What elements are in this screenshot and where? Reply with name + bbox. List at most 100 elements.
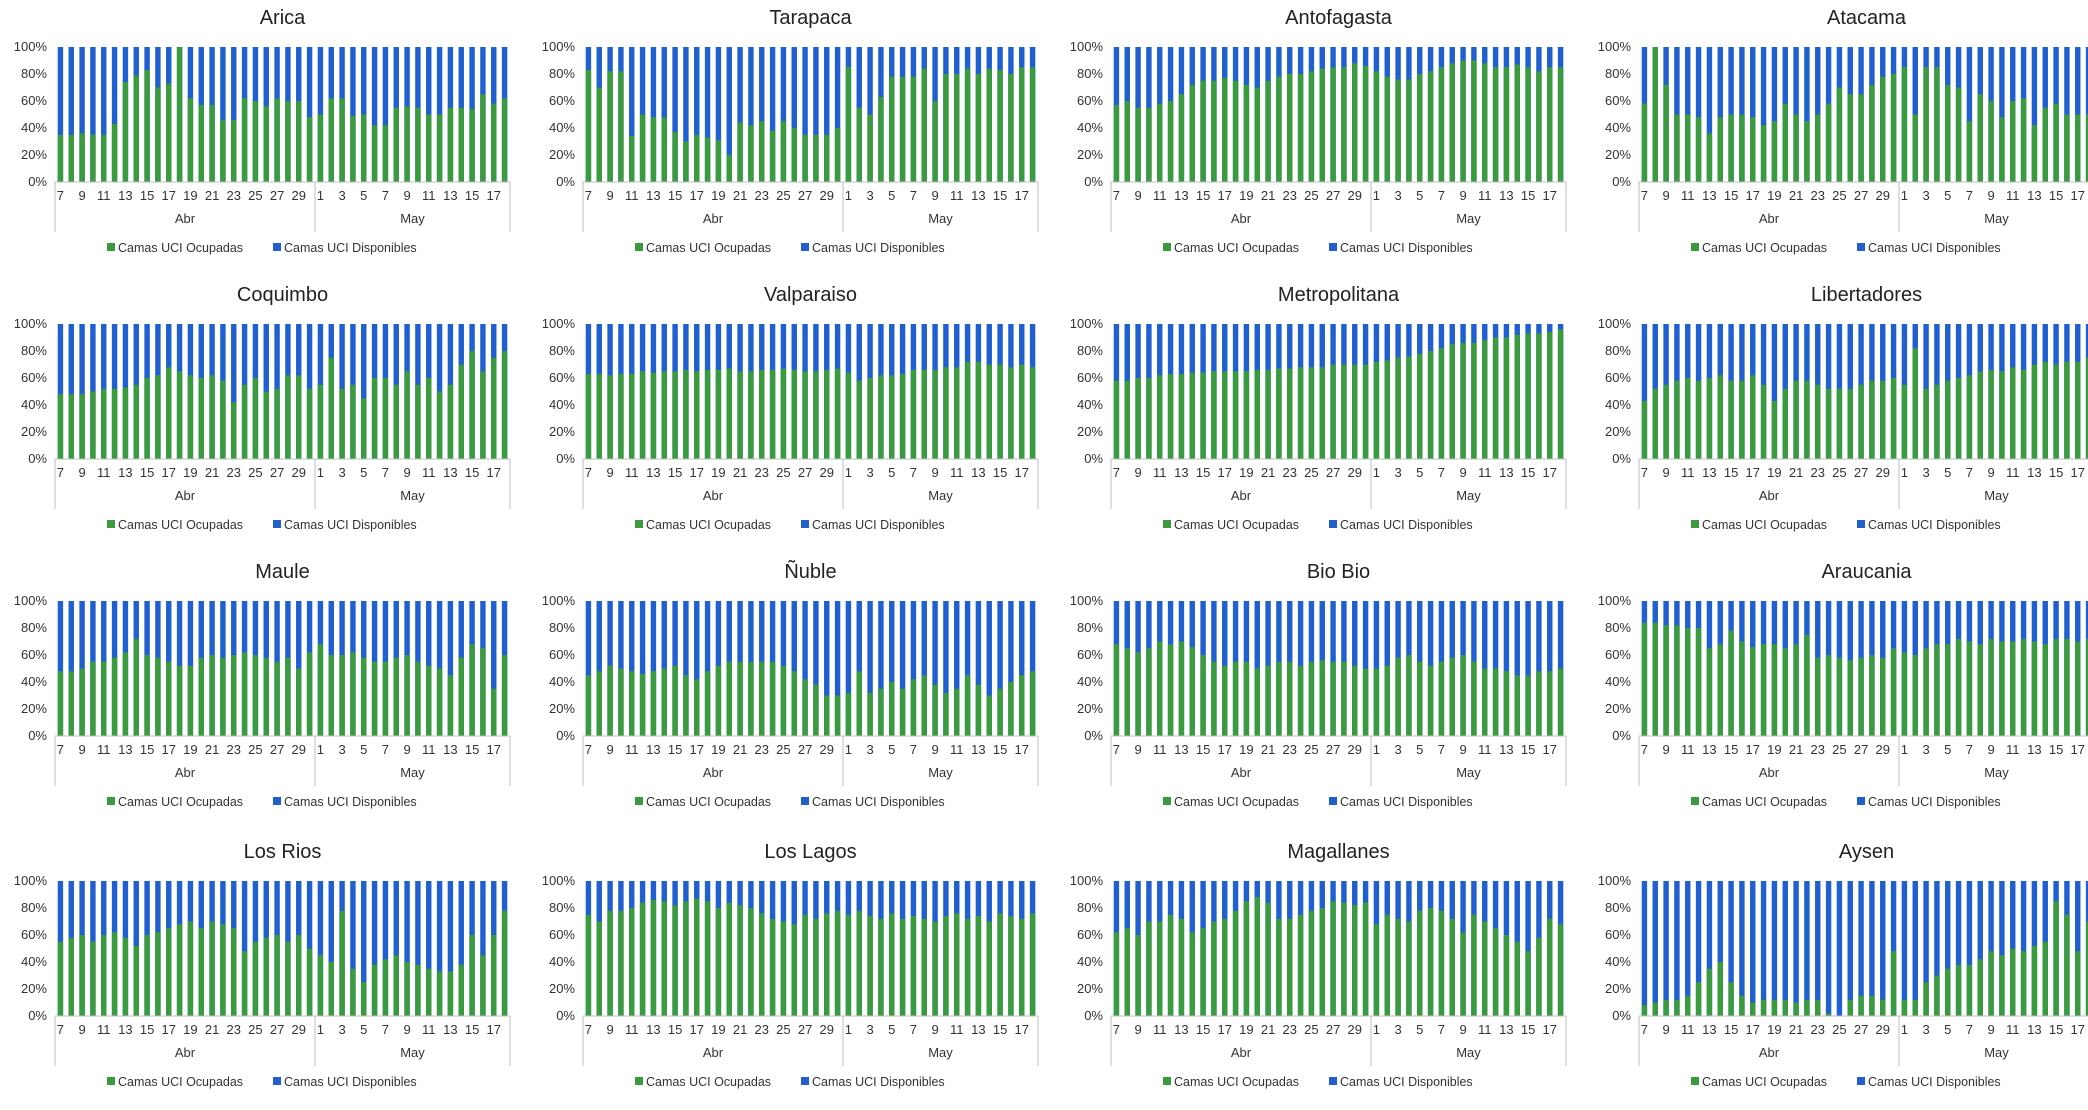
y-tick-label: 40% — [1605, 397, 1631, 412]
x-tick-label: 5 — [360, 465, 367, 480]
x-tick-label: 25 — [1832, 1022, 1846, 1037]
bar-occupied — [1641, 1005, 1648, 1016]
bar-occupied — [1352, 63, 1358, 183]
x-tick-label: 5 — [888, 1022, 895, 1037]
bar-occupied — [1695, 117, 1702, 182]
chart-title: Valparaiso — [764, 284, 857, 306]
group-label: May — [400, 211, 425, 226]
y-tick-label: 100% — [1070, 39, 1104, 54]
x-tick-label: 3 — [338, 188, 345, 203]
bar-occupied — [252, 378, 259, 459]
legend-label-available: Camas UCI Disponibles — [1340, 795, 1473, 809]
x-tick-label: 11 — [625, 742, 639, 757]
bar-occupied — [1135, 107, 1141, 182]
x-tick-label: 9 — [78, 742, 85, 757]
x-tick-label: 17 — [1218, 742, 1232, 757]
x-tick-label: 7 — [1113, 465, 1120, 480]
x-tick-label: 25 — [1304, 1022, 1318, 1037]
legend-swatch-occupied — [1163, 243, 1171, 251]
bar-occupied — [1254, 87, 1260, 182]
x-tick-label: 29 — [1348, 188, 1362, 203]
bar-occupied — [1178, 94, 1185, 182]
x-tick-label: 13 — [2027, 188, 2041, 203]
bar-occupied — [964, 675, 971, 736]
bar-occupied — [1167, 644, 1174, 736]
legend-swatch-available — [801, 1077, 809, 1085]
legend-swatch-occupied — [1691, 243, 1699, 251]
bar-occupied — [910, 76, 917, 182]
y-tick-label: 100% — [1598, 316, 1632, 331]
bar-occupied — [2020, 638, 2027, 736]
y-tick-label: 40% — [21, 120, 47, 135]
bar-occupied — [1934, 67, 1940, 182]
bar-occupied — [350, 968, 356, 1016]
bar-occupied — [791, 369, 797, 459]
bar-occupied — [802, 679, 808, 736]
bar-occupied — [1547, 332, 1553, 459]
legend-swatch-occupied — [107, 1077, 115, 1085]
x-tick-label: 13 — [646, 188, 660, 203]
x-tick-label: 7 — [1966, 465, 1973, 480]
bar-occupied — [1663, 384, 1669, 459]
bar-occupied — [220, 119, 226, 182]
x-tick-label: 13 — [971, 742, 985, 757]
bar-available — [1977, 881, 1983, 1016]
bar-available — [824, 47, 830, 182]
bar-available — [2020, 881, 2027, 1016]
bar-occupied — [328, 655, 334, 736]
group-label: May — [1456, 211, 1481, 226]
bar-occupied — [1739, 995, 1745, 1016]
legend-label-available: Camas UCI Disponibles — [1868, 795, 2001, 809]
bar-available — [447, 881, 454, 1016]
bar-occupied — [436, 114, 443, 182]
bar-occupied — [1514, 675, 1520, 736]
x-tick-label: 5 — [888, 742, 895, 757]
bar-occupied — [393, 657, 399, 736]
bar-occupied — [415, 661, 421, 736]
bar-occupied — [447, 107, 454, 182]
y-tick-label: 80% — [1605, 900, 1631, 915]
x-tick-label: 27 — [1326, 1022, 1340, 1037]
bar-occupied — [997, 688, 1003, 736]
bar-occupied — [726, 661, 732, 736]
bar-available — [1912, 881, 1918, 1016]
bar-occupied — [1525, 675, 1531, 736]
bar-occupied — [1750, 646, 1756, 736]
bar-occupied — [285, 101, 291, 182]
x-tick-label: 7 — [1113, 742, 1120, 757]
legend-label-occupied: Camas UCI Ocupadas — [646, 795, 771, 809]
x-tick-label: 25 — [776, 465, 790, 480]
bar-occupied — [350, 384, 356, 459]
x-tick-label: 21 — [1261, 1022, 1275, 1037]
x-tick-label: 5 — [1944, 742, 1951, 757]
x-tick-label: 13 — [118, 188, 132, 203]
bar-occupied — [1977, 371, 1983, 459]
x-tick-label: 13 — [971, 188, 985, 203]
bar-occupied — [1482, 63, 1488, 183]
bar-available — [878, 601, 884, 736]
bar-occupied — [393, 384, 399, 459]
x-tick-label: 19 — [1767, 1022, 1781, 1037]
bar-occupied — [1901, 384, 1908, 459]
bar-occupied — [975, 74, 982, 182]
y-tick-label: 60% — [1077, 93, 1103, 108]
bar-occupied — [1222, 918, 1228, 1016]
x-tick-label: 15 — [465, 1022, 479, 1037]
x-tick-label: 9 — [606, 465, 613, 480]
bar-occupied — [133, 638, 139, 736]
bar-occupied — [1739, 114, 1745, 182]
x-tick-label: 27 — [1854, 188, 1868, 203]
bar-occupied — [639, 114, 646, 182]
legend-swatch-available — [1857, 243, 1865, 251]
bar-occupied — [241, 384, 248, 459]
bar-occupied — [813, 371, 819, 459]
bar-occupied — [1739, 380, 1745, 459]
bar-occupied — [889, 375, 895, 459]
bar-occupied — [1674, 380, 1680, 459]
x-tick-label: 21 — [1789, 188, 1803, 203]
bar-occupied — [715, 665, 722, 736]
bar-occupied — [2064, 114, 2070, 182]
x-tick-label: 29 — [1876, 742, 1890, 757]
bar-occupied — [607, 375, 613, 459]
bar-available — [650, 47, 657, 182]
